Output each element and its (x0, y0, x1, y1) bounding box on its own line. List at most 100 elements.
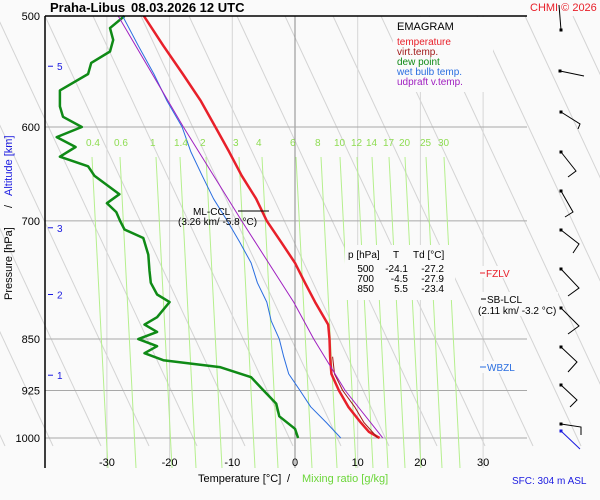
y-axis-label-altitude: Altitude [km] (3, 135, 15, 196)
legend-background (393, 17, 493, 92)
wind-barbs (558, 4, 585, 450)
mixing-ratio-line (339, 156, 357, 469)
mixing-ratio-line (295, 156, 313, 469)
wbzl-background (480, 361, 516, 373)
mixing-ratio-label: 10 (334, 138, 346, 149)
wind-barb (558, 4, 562, 31)
wind-barb (560, 423, 582, 435)
series-temperature (142, 15, 381, 440)
table-cell-t: 5.5 (394, 284, 408, 295)
copyright: CHMI © 2026 (530, 2, 597, 14)
mixing-ratio-label: 17 (383, 138, 395, 149)
pressure-tick-label: 600 (22, 122, 40, 134)
temperature-tick-label: 10 (352, 457, 364, 469)
wind-barb (560, 268, 580, 297)
adiabat-line (476, 15, 600, 282)
mixing-ratio-line (238, 156, 256, 469)
ml-ccl-label: ML-CCL (193, 207, 231, 218)
mixing-ratio-line (205, 156, 223, 469)
sounding-datetime: 08.03.2026 12 UTC (131, 0, 245, 15)
legend-item: wet bulb temp. (396, 67, 462, 78)
values-table: p [hPa] T Td [°C] 500 -24.1 -27.2 700 -4.5 -2… (345, 245, 455, 300)
legend-item: virt.temp. (397, 47, 438, 58)
mixing-ratio-line (179, 156, 197, 469)
ml-ccl-annotation: ML-CCL (3.26 km/ -5.8 °C) (178, 207, 269, 228)
mixing-ratio-label: 1.4 (174, 138, 188, 149)
wind-barb (560, 346, 578, 373)
mixing-ratio-label: 0.6 (114, 138, 128, 149)
table-cell-td: -27.9 (421, 274, 444, 285)
pressure-ticks: 500 600 700 850 925 1000 (16, 11, 40, 445)
altitude-tick-label: 5 (57, 62, 63, 73)
profile-series (55, 15, 384, 440)
station-name: Praha-Libus (50, 0, 125, 15)
temperature-tick-label: -10 (224, 457, 240, 469)
table-cell-p: 850 (357, 284, 374, 295)
series-wet-bulb-temp (122, 15, 342, 439)
wind-barb (560, 190, 574, 218)
mixing-ratio-line (404, 156, 422, 469)
adiabat-line (44, 15, 246, 447)
wind-barb (560, 229, 580, 254)
mixing-ratio-label: 20 (399, 138, 411, 149)
pressure-tick-label: 850 (22, 334, 40, 346)
grid (0, 15, 600, 468)
adiabat-line (92, 15, 294, 447)
adiabat-line (284, 15, 486, 447)
legend-item: dew point (397, 57, 440, 68)
sb-lcl-value: (2.11 km/ -3.2 °C) (478, 306, 556, 317)
pressure-tick-label: 700 (22, 216, 40, 228)
adiabat-line (0, 124, 150, 447)
mixing-ratio-line (261, 156, 279, 469)
mixing-ratio-label: 25 (420, 138, 432, 149)
pressure-tick-label: 500 (22, 11, 40, 23)
wind-barb (560, 111, 581, 130)
mixing-ratio-label: 8 (315, 138, 321, 149)
ml-ccl-value: (3.26 km/ -5.8 °C) (178, 217, 257, 228)
adiabat-line (236, 15, 438, 447)
mixing-ratio-label: 14 (366, 138, 378, 149)
y-axis-label-pressure: Pressure [hPa] (3, 227, 15, 300)
fzlv-background (479, 266, 515, 278)
altitude-tick-label: 2 (57, 290, 63, 301)
series-udpraft-v-temp (117, 15, 384, 439)
pressure-tick-label: 925 (22, 386, 40, 398)
table-cell-td: -23.4 (421, 284, 444, 295)
temperature-tick-label: 30 (477, 457, 489, 469)
wind-barb (560, 384, 578, 408)
adiabat-line (524, 15, 600, 179)
mixing-ratio-line (155, 156, 173, 469)
adiabat-line (0, 21, 198, 447)
legend-title: EMAGRAM (397, 21, 454, 33)
temperature-tick-label: 20 (414, 457, 426, 469)
wbzl-label: WBZL (487, 363, 515, 374)
y-axis-label-sep: / (3, 204, 15, 208)
surface-elevation: SFC: 304 m ASL (512, 476, 587, 487)
wbzl-annotation: WBZL (480, 361, 516, 374)
adiabat-line (0, 227, 102, 447)
y-axis-label: Pressure [hPa] / Altitude [km] (3, 135, 15, 300)
table-cell-p: 700 (357, 274, 374, 285)
mixing-ratio-label: 30 (438, 138, 450, 149)
altitude-tick-label: 3 (57, 224, 63, 235)
x-axis-label-temperature: Temperature [°C] (198, 473, 281, 485)
surface-wind-barb (560, 430, 581, 450)
mixing-ratio-label: 3 (233, 138, 239, 149)
temperature-tick-label: -30 (99, 457, 115, 469)
altitude-ticks: 5 3 2 1 (48, 62, 63, 382)
mixing-ratio-lines (91, 156, 461, 469)
fzlv-label: FZLV (486, 269, 510, 280)
wind-barb (559, 70, 585, 77)
table-background (345, 245, 455, 300)
adiabat-line (332, 15, 534, 447)
mixing-ratio-line (388, 156, 406, 469)
adiabat-line (0, 330, 54, 447)
adiabat-line (140, 15, 342, 447)
x-axis-label-sep: / (287, 473, 291, 485)
mixing-ratio-line (425, 156, 443, 469)
sb-lcl-label: SB-LCL (487, 295, 522, 306)
wind-barb (560, 151, 577, 178)
mixing-ratio-line (119, 156, 137, 469)
temperature-ticks: -30 -20 -10 0 10 20 30 (99, 457, 489, 469)
